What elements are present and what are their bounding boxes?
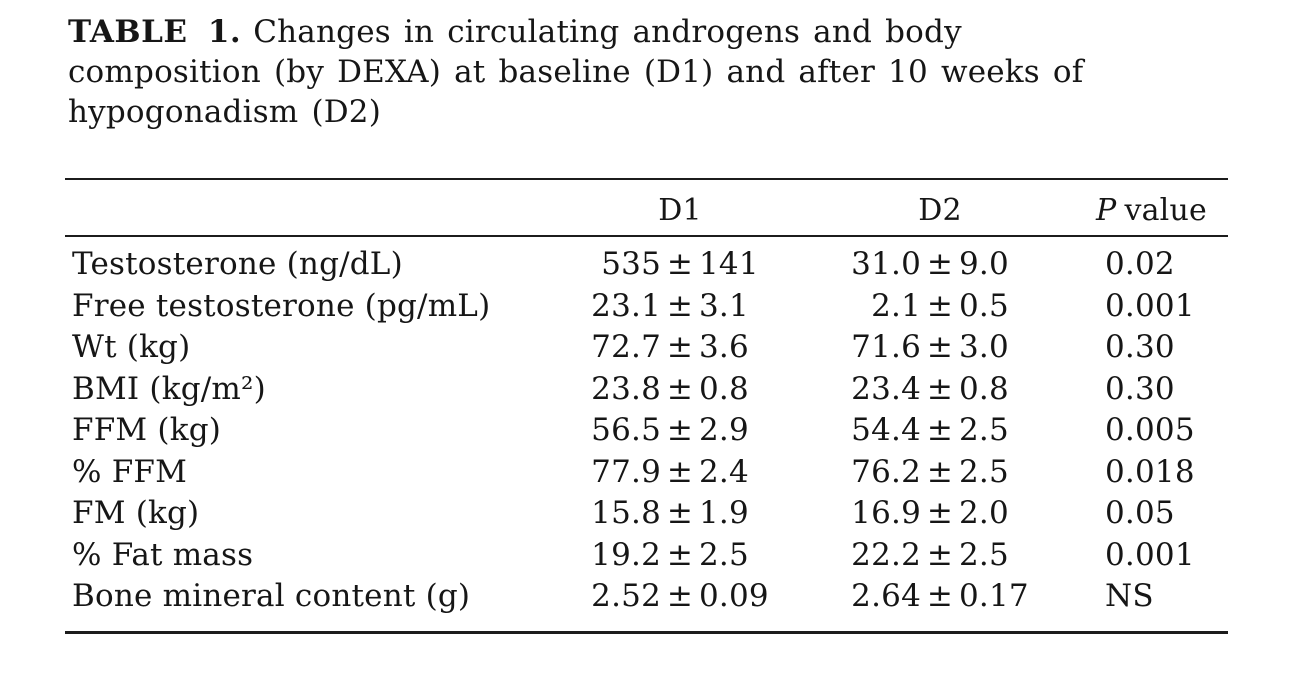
table-row: % Fat mass 19.2 ±2.5 22.2 ±2.5 0.001 — [65, 535, 1228, 577]
table-row: Bone mineral content (g) 2.52 ±0.09 2.64 ±… — [65, 576, 1228, 632]
plus-minus-symbol: ± — [666, 578, 694, 615]
p-value: 0.018 — [1105, 453, 1195, 490]
d2-value: 2.1 ±0.5 — [871, 287, 1009, 324]
d1-value: 15.8 ±1.9 — [591, 495, 749, 532]
plus-minus-symbol: ± — [666, 536, 694, 573]
header-d1: D1 — [555, 179, 805, 237]
p-value: 0.005 — [1105, 412, 1195, 449]
table-row: % FFM 77.9 ±2.4 76.2 ±2.5 0.018 — [65, 452, 1228, 494]
row-label: % Fat mass — [72, 536, 254, 573]
plus-minus-symbol: ± — [666, 495, 694, 532]
plus-minus-symbol: ± — [926, 453, 954, 490]
header-d2: D2 — [805, 179, 1075, 237]
d1-value: 2.52 ±0.09 — [591, 578, 769, 615]
plus-minus-symbol: ± — [926, 578, 954, 615]
p-value: 0.30 — [1105, 329, 1175, 366]
p-value: 0.001 — [1105, 287, 1195, 324]
d1-value: 72.7 ±3.6 — [591, 329, 749, 366]
caption-line-2: composition (by DEXA) at baseline (D1) a… — [68, 54, 1084, 90]
row-label: Wt (kg) — [72, 329, 191, 366]
d1-value: 23.1 ±3.1 — [591, 287, 749, 324]
d2-value: 31.0 ±9.0 — [851, 246, 1009, 283]
d1-value: 56.5 ±2.9 — [591, 412, 749, 449]
plus-minus-symbol: ± — [926, 370, 954, 407]
plus-minus-symbol: ± — [666, 287, 694, 324]
row-label: Free testosterone (pg/mL) — [72, 287, 491, 324]
plus-minus-symbol: ± — [666, 246, 694, 283]
table-row: Wt (kg) 72.7 ±3.6 71.6 ±3.0 0.30 — [65, 327, 1228, 369]
row-label: FM (kg) — [72, 495, 200, 532]
plus-minus-symbol: ± — [926, 329, 954, 366]
p-value: 0.05 — [1105, 495, 1175, 532]
table-number-label: TABLE 1. — [68, 14, 242, 50]
plus-minus-symbol: ± — [926, 536, 954, 573]
table-row: FM (kg) 15.8 ±1.9 16.9 ±2.0 0.05 — [65, 493, 1228, 535]
row-label: Testosterone (ng/dL) — [72, 246, 403, 283]
d2-value: 76.2 ±2.5 — [851, 453, 1009, 490]
table-row: BMI (kg/m²) 23.8 ±0.8 23.4 ±0.8 0.30 — [65, 369, 1228, 411]
d2-value: 54.4 ±2.5 — [851, 412, 1009, 449]
row-label: FFM (kg) — [72, 412, 222, 449]
caption-line-3: hypogonadism (D2) — [68, 94, 382, 130]
table-row: Testosterone (ng/dL) 535 ±141 31.0 ±9.0 0.… — [65, 236, 1228, 286]
plus-minus-symbol: ± — [926, 287, 954, 324]
d2-value: 16.9 ±2.0 — [851, 495, 1009, 532]
header-empty-cell — [65, 179, 555, 237]
d2-value: 71.6 ±3.0 — [851, 329, 1009, 366]
d2-value: 23.4 ±0.8 — [851, 370, 1009, 407]
p-value: 0.001 — [1105, 536, 1195, 573]
row-label: BMI (kg/m²) — [72, 370, 266, 407]
caption-line-1: TABLE 1. Changes in circulating androgens… — [68, 12, 1248, 52]
d2-value: 2.64 ±0.17 — [851, 578, 1029, 615]
d1-value: 535 ±141 — [601, 246, 759, 283]
caption-text-1: Changes in circulating androgens and bod… — [253, 14, 962, 50]
plus-minus-symbol: ± — [926, 412, 954, 449]
table-row: FFM (kg) 56.5 ±2.9 54.4 ±2.5 0.005 — [65, 410, 1228, 452]
table-row: Free testosterone (pg/mL) 23.1 ±3.1 2.1 ±0… — [65, 286, 1228, 328]
plus-minus-symbol: ± — [926, 495, 954, 532]
d1-value: 77.9 ±2.4 — [591, 453, 749, 490]
plus-minus-symbol: ± — [926, 246, 954, 283]
p-value: 0.02 — [1105, 246, 1175, 283]
plus-minus-symbol: ± — [666, 370, 694, 407]
p-value: 0.30 — [1105, 370, 1175, 407]
p-value: NS — [1105, 578, 1154, 615]
row-label: % FFM — [72, 453, 188, 490]
header-p-word: value — [1124, 193, 1207, 228]
d1-value: 23.8 ±0.8 — [591, 370, 749, 407]
d1-value: 19.2 ±2.5 — [591, 536, 749, 573]
table-caption: TABLE 1. Changes in circulating androgens… — [68, 12, 1248, 132]
plus-minus-symbol: ± — [666, 329, 694, 366]
plus-minus-symbol: ± — [666, 412, 694, 449]
row-label: Bone mineral content (g) — [72, 578, 471, 615]
d2-value: 22.2 ±2.5 — [851, 536, 1009, 573]
plus-minus-symbol: ± — [666, 453, 694, 490]
header-p-symbol: P — [1096, 193, 1117, 228]
